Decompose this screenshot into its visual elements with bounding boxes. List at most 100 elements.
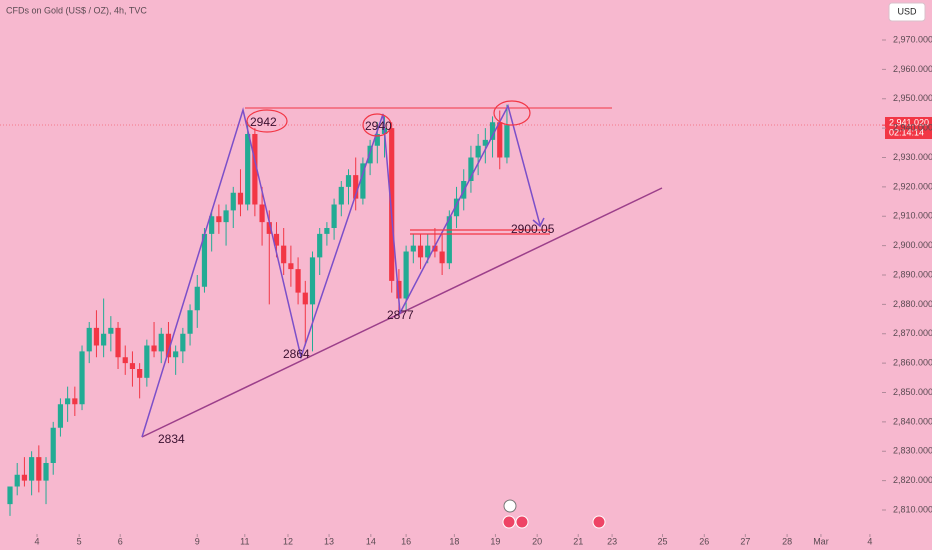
- y-tick-label: 2,920.000: [893, 181, 932, 191]
- candle-body: [482, 139, 488, 146]
- candle-body: [223, 210, 229, 223]
- event-icons: [502, 499, 606, 529]
- candle-body: [302, 292, 308, 305]
- candle-body: [209, 216, 215, 234]
- candle-body: [245, 134, 251, 205]
- y-tick-label: 2,820.000: [893, 475, 932, 485]
- candle-body: [468, 157, 474, 181]
- x-tick-label: 21: [573, 536, 583, 546]
- circle: [246, 109, 288, 133]
- candle-body: [489, 122, 496, 140]
- x-tick-label: 14: [366, 536, 376, 546]
- annotation: 2877: [387, 308, 414, 322]
- x-tick-label: 25: [657, 536, 667, 546]
- candle-body: [266, 222, 272, 234]
- candle-body: [338, 186, 344, 205]
- x-tick-label: 18: [449, 536, 459, 546]
- candle-body: [50, 427, 56, 463]
- candle-body: [259, 204, 265, 223]
- circle: [493, 100, 531, 126]
- x-tick-label: 16: [401, 536, 411, 546]
- candle-body: [504, 125, 510, 158]
- x-tick-label: 11: [240, 536, 249, 546]
- x-tick-label: 13: [324, 536, 334, 546]
- candle-body: [93, 327, 100, 346]
- annotation: 2864: [283, 347, 310, 361]
- y-tick-label: 2,960.000: [893, 64, 932, 74]
- candle-body: [173, 351, 179, 358]
- arrow-head: [532, 217, 545, 228]
- y-tick-label: 2,910.000: [893, 211, 932, 221]
- candle-body: [252, 134, 258, 205]
- trend-line: [141, 187, 663, 438]
- candle-body: [7, 486, 13, 505]
- y-tick-label: 2,840.000: [893, 416, 932, 426]
- candle-body: [281, 245, 287, 264]
- annotation: 2940: [365, 119, 392, 133]
- x-tick-label: 5: [77, 536, 82, 546]
- y-tick-label: 2,940.000: [893, 123, 932, 133]
- candle-body: [374, 134, 380, 146]
- candle-body: [309, 257, 316, 305]
- currency-button[interactable]: [888, 2, 926, 22]
- x-tick-label: 6: [118, 536, 123, 546]
- y-tick-label: 2,890.000: [893, 269, 932, 279]
- x-tick-label: Mar: [813, 536, 829, 546]
- candle-body: [353, 175, 359, 199]
- candle-body: [288, 263, 294, 270]
- candle-body: [475, 145, 481, 158]
- candle-body: [137, 369, 143, 378]
- candle-body: [57, 404, 64, 428]
- candle-body: [79, 351, 85, 405]
- candle-body: [295, 269, 301, 293]
- candle-body: [432, 245, 438, 252]
- annotation: 2900.05: [511, 222, 555, 236]
- event-icon[interactable]: [515, 515, 529, 529]
- event-icon[interactable]: [502, 515, 516, 529]
- candle-body: [101, 333, 107, 346]
- event-icon[interactable]: [503, 499, 517, 513]
- candle-body: [367, 145, 373, 164]
- zigzag: [141, 103, 541, 438]
- x-tick-label: 27: [740, 536, 750, 546]
- y-tick-label: 2,900.000: [893, 240, 932, 250]
- candle-body: [230, 192, 236, 211]
- currency-label[interactable]: USD: [897, 6, 917, 16]
- candle-body: [72, 398, 78, 405]
- candle-body: [65, 398, 71, 405]
- y-tick-label: 2,830.000: [893, 446, 932, 456]
- candle-body: [86, 327, 92, 352]
- x-tick-label: 26: [699, 536, 709, 546]
- candle-body: [324, 228, 330, 234]
- candle-body: [115, 327, 121, 358]
- countdown-label: 02:14:14: [889, 127, 924, 137]
- candle-body: [273, 233, 280, 246]
- candle-body: [158, 333, 164, 352]
- candle-body: [216, 216, 222, 223]
- candle-body: [21, 474, 28, 481]
- candle-body: [497, 122, 503, 158]
- drawings: [0, 100, 882, 438]
- candle-body: [439, 251, 445, 264]
- y-tick-label: 2,860.000: [893, 358, 932, 368]
- chart-title: CFDs on Gold (US$ / OZ), 4h, TVC: [6, 5, 147, 15]
- candle-body: [396, 280, 402, 299]
- annotation: 2942: [250, 115, 277, 129]
- candle-body: [417, 245, 424, 258]
- x-tick-label: 4: [867, 536, 872, 546]
- y-tick-label: 2,930.000: [893, 152, 932, 162]
- event-icon[interactable]: [592, 515, 606, 529]
- candle-body: [237, 192, 244, 205]
- candle-body: [201, 233, 208, 287]
- x-tick-label: 4: [35, 536, 40, 546]
- y-tick-label: 2,970.000: [893, 34, 932, 44]
- candle-body: [187, 310, 193, 334]
- x-tick-label: 19: [490, 536, 500, 546]
- candle-body: [36, 457, 42, 481]
- candle-body: [14, 474, 20, 487]
- candle-body: [425, 245, 431, 258]
- x-tick-label: 28: [782, 536, 792, 546]
- last-price-label: 2,941.020: [889, 117, 929, 127]
